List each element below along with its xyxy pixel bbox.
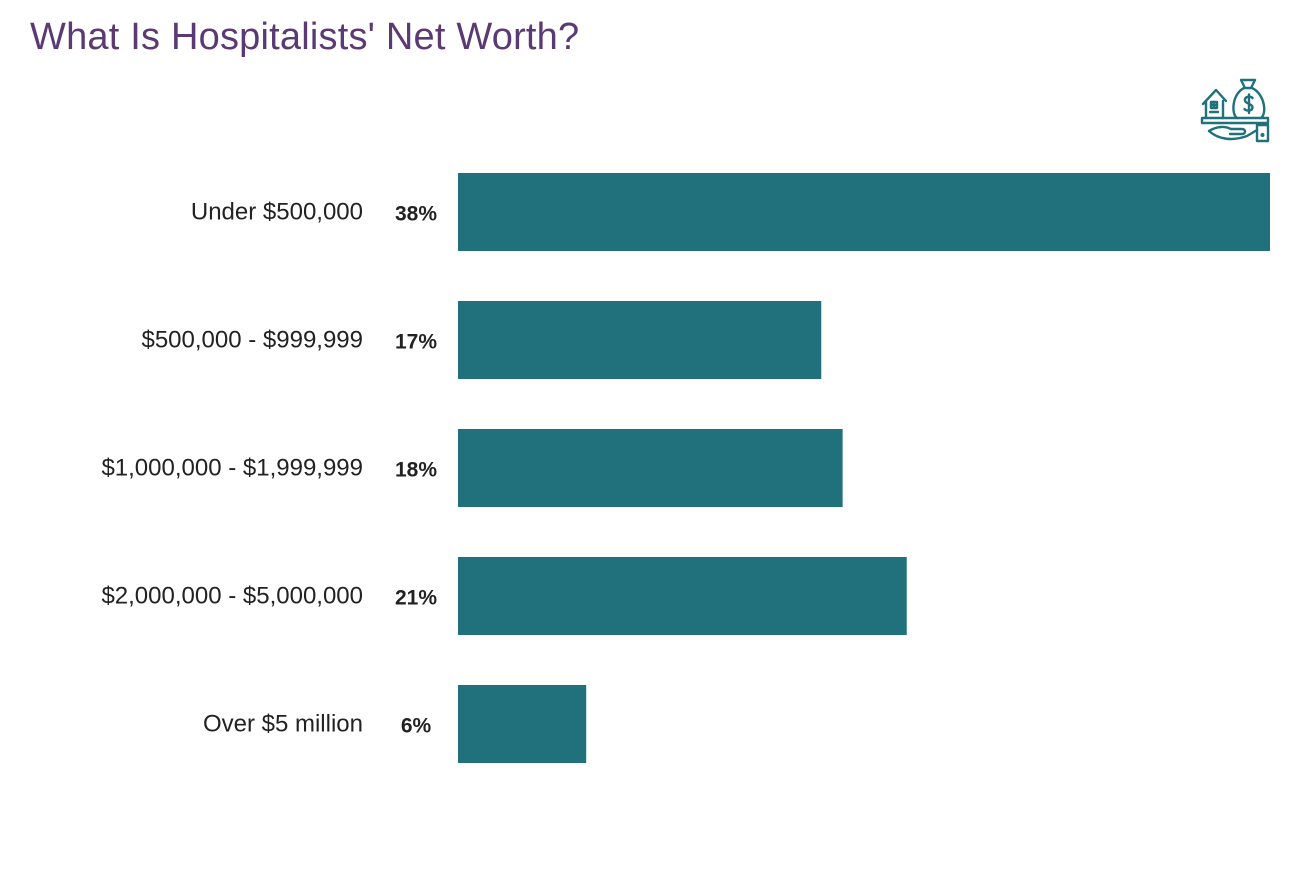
bar <box>458 685 587 763</box>
category-label: Over $5 million <box>203 711 363 738</box>
category-label: $2,000,000 - $5,000,000 <box>101 583 363 610</box>
bar <box>458 557 907 635</box>
chart-title: What Is Hospitalists' Net Worth? <box>30 16 580 58</box>
house-money-bag-hand-icon <box>1200 78 1270 143</box>
category-label: $1,000,000 - $1,999,999 <box>101 455 363 482</box>
category-label: $500,000 - $999,999 <box>141 327 363 354</box>
value-label: 38% <box>395 203 437 226</box>
value-label: 17% <box>395 331 437 354</box>
bar <box>458 173 1270 251</box>
value-label: 21% <box>395 587 437 610</box>
category-label: Under $500,000 <box>191 199 363 226</box>
bar <box>458 301 822 379</box>
bar <box>458 429 843 507</box>
value-label: 6% <box>401 715 432 738</box>
value-label: 18% <box>395 459 437 482</box>
